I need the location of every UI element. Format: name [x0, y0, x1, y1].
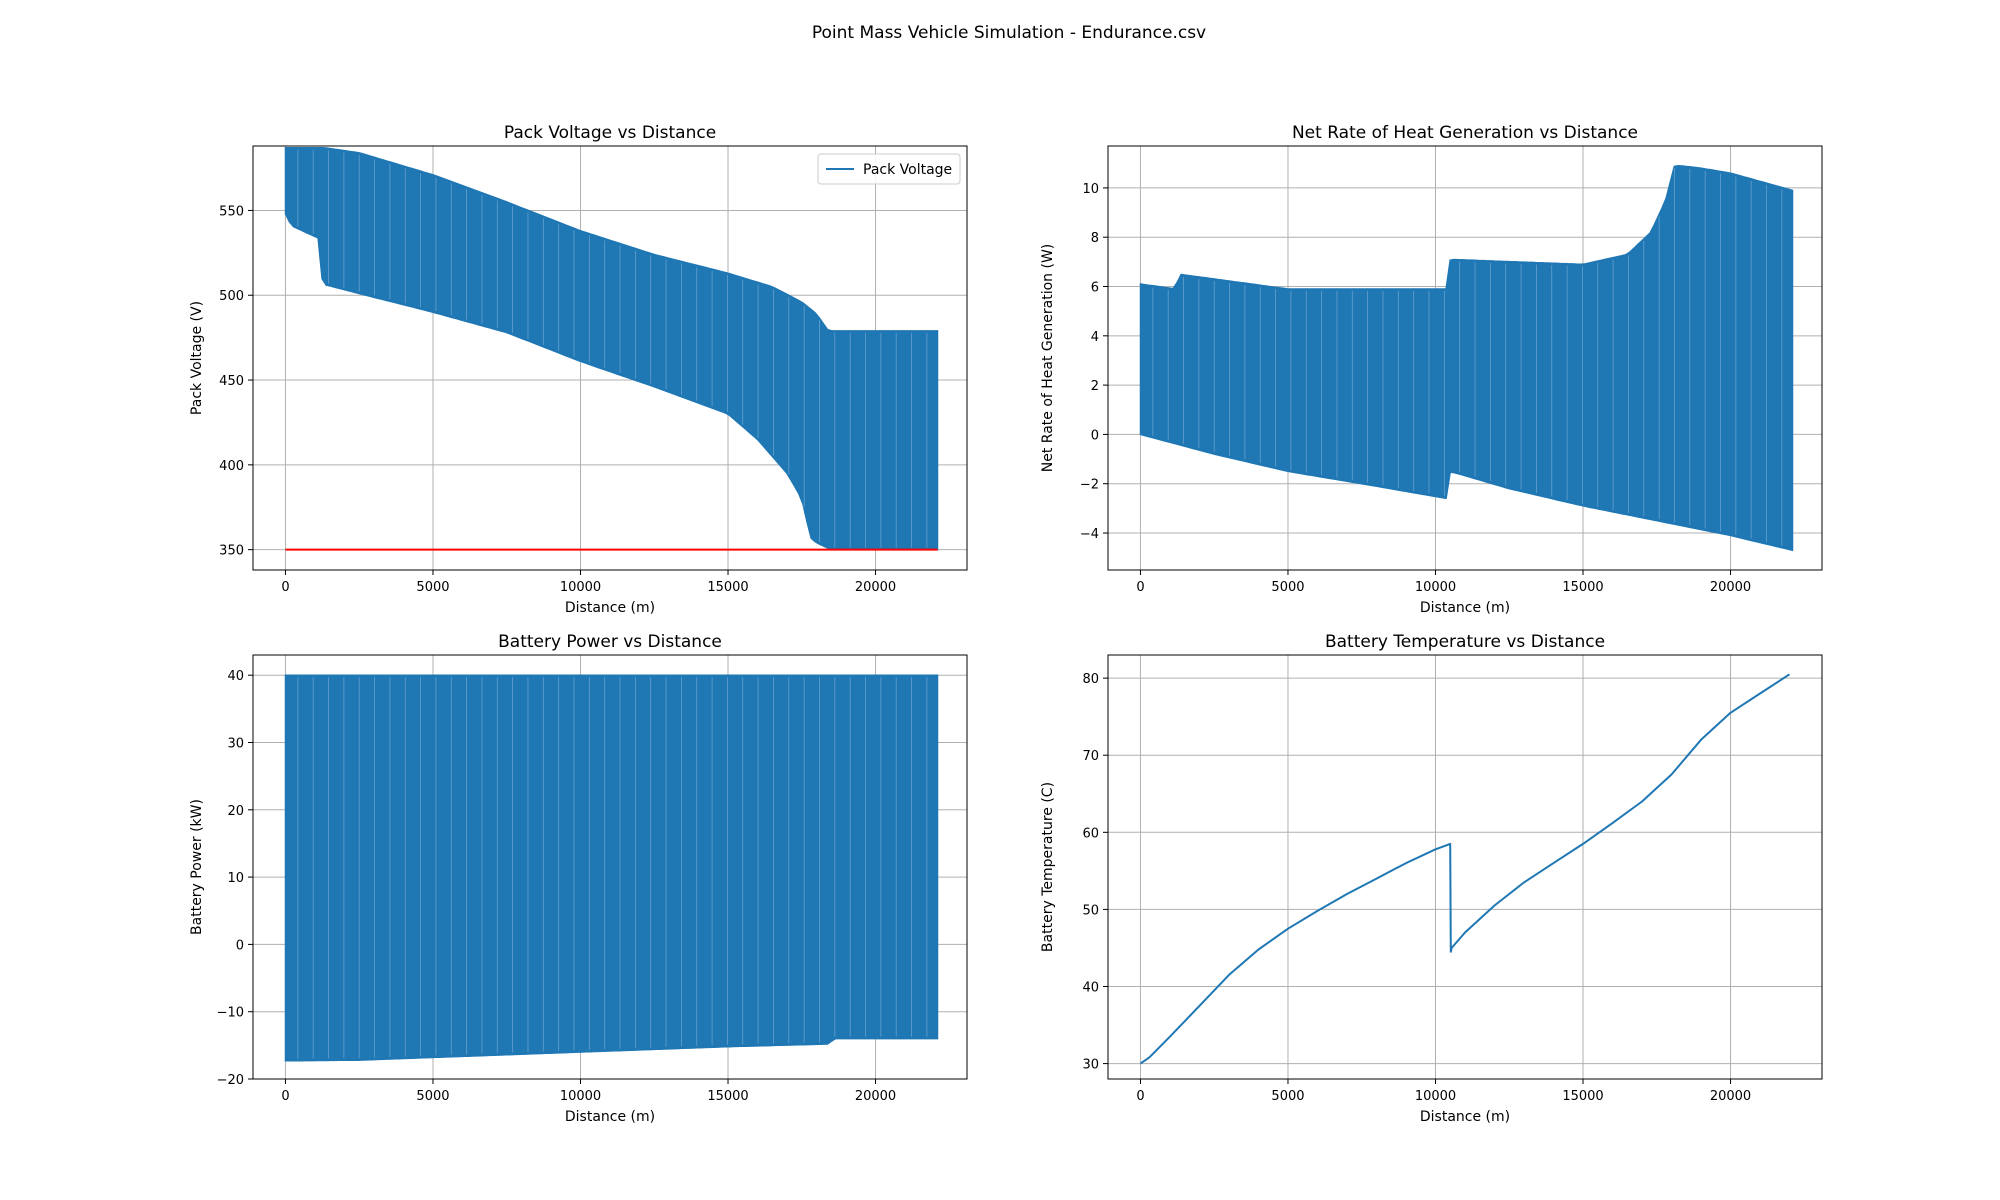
battery-power-ticks: 0 5000 10000 15000 20000 −20 −10 0 10 20 30 40: [217, 669, 897, 1104]
battery-temperature-y-tick-label: 30: [1082, 1058, 1099, 1073]
heat-generation-ticks: 0 5000 10000 15000 20000 −4 −2 0 2 4 6 8 10: [1080, 182, 1751, 595]
battery-power-plot-area: [284, 674, 939, 1062]
battery-temperature-grid: [1108, 655, 1822, 1079]
pack-voltage-ticks: 0 5000 10000 15000 20000 350 400 450 500 550: [219, 204, 896, 595]
battery-power-x-tick-label: 20000: [855, 1089, 896, 1104]
battery-temperature-y-tick-label: 70: [1082, 749, 1099, 764]
pack-voltage-plot-area: [284, 146, 939, 551]
heat-generation-title: Net Rate of Heat Generation vs Distance: [1292, 123, 1638, 143]
pack-voltage-x-tick-label: 15000: [707, 580, 748, 595]
battery-power-y-tick-label: 0: [236, 938, 244, 953]
heat-generation-axes-frame: [1107, 145, 1823, 571]
battery-power-chart: 0 5000 10000 15000 20000 −20 −10 0 10 20 30 40 Batte…: [189, 632, 968, 1125]
heat-generation-y-axis-label: Net Rate of Heat Generation (W): [1040, 244, 1056, 473]
heat-generation-x-tick-label: 5000: [1271, 580, 1304, 595]
heat-generation-x-tick-label: 20000: [1710, 580, 1751, 595]
battery-power-axes-frame: [252, 654, 968, 1080]
battery-temperature-plot-area: [1139, 673, 1791, 1065]
heat-generation-plot-area: [1139, 164, 1794, 552]
heat-generation-y-tick-label: −2: [1080, 478, 1099, 493]
heat-generation-y-tick-label: 10: [1082, 182, 1099, 197]
pack-voltage-y-axis-label: Pack Voltage (V): [189, 301, 205, 415]
heat-generation-y-tick-label: 6: [1091, 281, 1099, 296]
battery-power-x-tick-label: 0: [281, 1089, 289, 1104]
battery-temperature-y-tick-label: 60: [1082, 826, 1099, 841]
battery-temperature-x-tick-label: 5000: [1271, 1089, 1304, 1104]
battery-temperature-chart: 0 5000 10000 15000 20000 30 40 50 60 70 80 Battery …: [1040, 632, 1823, 1125]
battery-power-y-tick-label: 40: [227, 669, 244, 684]
pack-voltage-axes-frame: [252, 145, 968, 571]
heat-generation-x-tick-label: 0: [1136, 580, 1144, 595]
heat-generation-chart: 0 5000 10000 15000 20000 −4 −2 0 2 4 6 8 10 Net Rate …: [1040, 123, 1823, 616]
pack-voltage-x-tick-label: 10000: [560, 580, 601, 595]
pack-voltage-y-tick-label: 350: [219, 544, 244, 559]
pack-voltage-y-tick-label: 500: [219, 289, 244, 304]
pack-voltage-legend-box: [817, 153, 961, 185]
pack-voltage-series-band: [284, 146, 939, 551]
battery-power-x-tick-label: 10000: [560, 1089, 601, 1104]
battery-temperature-y-axis-label: Battery Temperature (C): [1040, 782, 1056, 952]
pack-voltage-legend: Pack Voltage: [817, 153, 961, 185]
battery-temperature-title: Battery Temperature vs Distance: [1325, 632, 1605, 652]
pack-voltage-x-tick-label: 20000: [855, 580, 896, 595]
pack-voltage-title: Pack Voltage vs Distance: [504, 123, 716, 143]
battery-temperature-y-tick-label: 40: [1082, 980, 1099, 995]
heat-generation-x-tick-label: 15000: [1562, 580, 1603, 595]
battery-power-x-tick-label: 5000: [416, 1089, 449, 1104]
charts-layer: 0 5000 10000 15000 20000350400450500550Pack …: [189, 123, 1823, 1125]
battery-power-y-tick-label: −20: [217, 1073, 244, 1088]
pack-voltage-y-tick-label: 550: [219, 204, 244, 219]
battery-temperature-ticks: 0 5000 10000 15000 20000 30 40 50 60 70 80: [1082, 672, 1751, 1104]
battery-temperature-x-tick-label: 0: [1136, 1089, 1144, 1104]
battery-temperature-axes-frame: [1107, 654, 1823, 1080]
battery-power-y-tick-label: 10: [227, 871, 244, 886]
battery-temperature-x-axis-label: Distance (m): [1420, 1109, 1510, 1125]
pack-voltage-y-tick-label: 400: [219, 459, 244, 474]
pack-voltage-x-tick-label: 0: [281, 580, 289, 595]
battery-power-y-tick-label: 20: [227, 804, 244, 819]
pack-voltage-legend-label: Pack Voltage: [863, 162, 952, 178]
battery-temperature-series-line: [1139, 673, 1791, 1065]
battery-power-title: Battery Power vs Distance: [498, 632, 722, 652]
heat-generation-y-tick-label: 8: [1091, 231, 1099, 246]
pack-voltage-x-axis-label: Distance (m): [565, 600, 655, 616]
heat-generation-y-tick-label: −4: [1080, 527, 1099, 542]
battery-temperature-y-tick-label: 80: [1082, 672, 1099, 687]
battery-temperature-x-tick-label: 10000: [1415, 1089, 1456, 1104]
heat-generation-y-tick-label: 2: [1091, 379, 1099, 394]
battery-power-x-tick-label: 15000: [707, 1089, 748, 1104]
heat-generation-x-tick-label: 10000: [1415, 580, 1456, 595]
figure-suptitle: Point Mass Vehicle Simulation - Enduranc…: [812, 23, 1206, 43]
battery-temperature-x-tick-label: 20000: [1710, 1089, 1751, 1104]
battery-temperature-x-tick-label: 15000: [1562, 1089, 1603, 1104]
battery-power-x-axis-label: Distance (m): [565, 1109, 655, 1125]
heat-generation-y-tick-label: 4: [1091, 330, 1099, 345]
battery-power-y-tick-label: 30: [227, 736, 244, 751]
pack-voltage-x-tick-label: 5000: [416, 580, 449, 595]
heat-generation-x-axis-label: Distance (m): [1420, 600, 1510, 616]
battery-power-y-axis-label: Battery Power (kW): [189, 799, 205, 935]
battery-power-series-band: [284, 674, 939, 1062]
pack-voltage-chart: 0 5000 10000 15000 20000 350 400 450 500 550 Pack …: [189, 123, 968, 616]
battery-power-y-tick-label: −10: [217, 1006, 244, 1021]
pack-voltage-y-tick-label: 450: [219, 374, 244, 389]
heat-generation-y-tick-label: 0: [1091, 428, 1099, 443]
battery-temperature-y-tick-label: 50: [1082, 903, 1099, 918]
heat-generation-series-band: [1139, 164, 1794, 552]
